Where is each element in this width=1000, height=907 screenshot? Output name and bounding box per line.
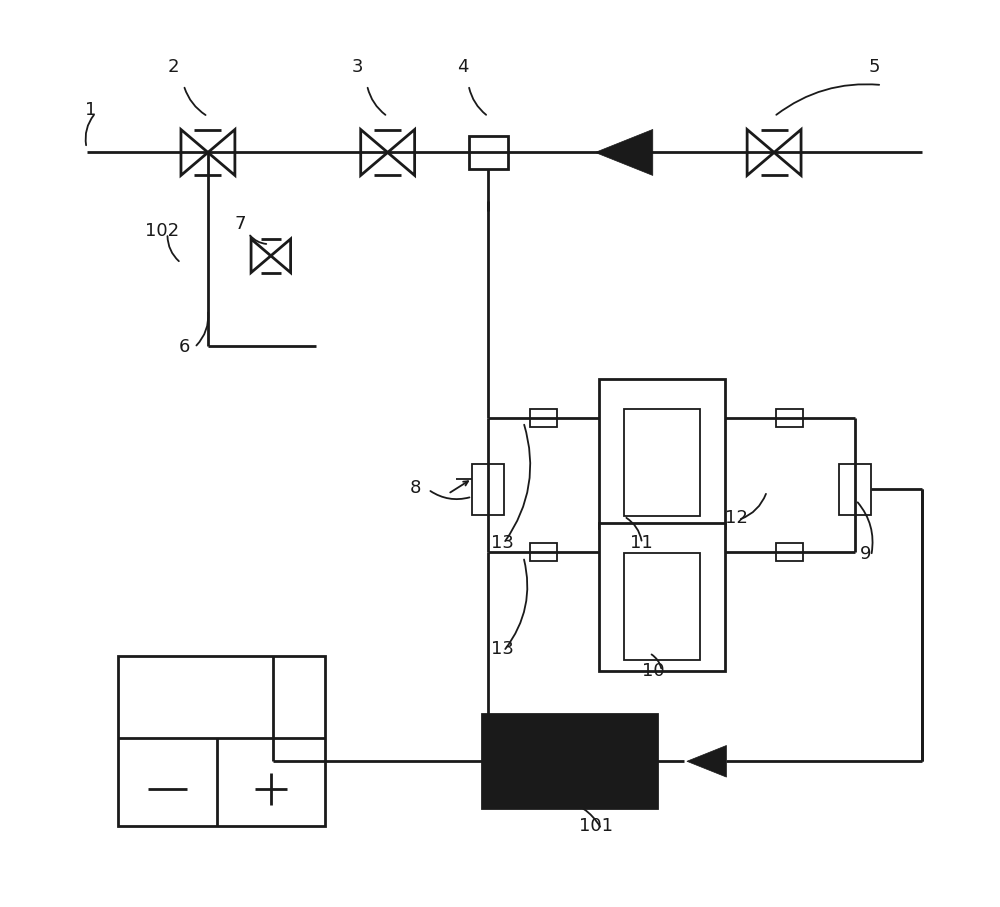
Text: 3: 3	[352, 58, 363, 76]
Text: 7: 7	[235, 215, 246, 233]
Polygon shape	[595, 130, 653, 175]
Text: 1: 1	[85, 102, 96, 119]
Polygon shape	[271, 239, 291, 273]
Bar	[624, 552, 700, 659]
Bar	[776, 408, 803, 426]
Text: 11: 11	[630, 534, 653, 552]
Polygon shape	[747, 130, 774, 175]
Bar	[624, 409, 700, 516]
Text: 102: 102	[145, 221, 179, 239]
Text: 10: 10	[642, 662, 665, 680]
Polygon shape	[774, 130, 801, 175]
Text: 6: 6	[179, 338, 191, 356]
Polygon shape	[388, 130, 415, 175]
Text: 12: 12	[725, 509, 748, 527]
Text: 5: 5	[868, 58, 880, 76]
Text: 9: 9	[859, 545, 871, 563]
Bar	[599, 523, 725, 671]
Bar	[839, 464, 871, 514]
Polygon shape	[181, 130, 208, 175]
Bar	[472, 464, 504, 514]
Bar	[530, 408, 557, 426]
Polygon shape	[361, 130, 388, 175]
Bar	[469, 136, 508, 169]
Text: 101: 101	[579, 817, 613, 835]
Bar	[482, 714, 657, 808]
Text: 4: 4	[457, 58, 468, 76]
Polygon shape	[251, 239, 271, 273]
Bar	[530, 543, 557, 561]
Bar	[599, 379, 725, 528]
Text: 13: 13	[491, 640, 514, 658]
Text: 13: 13	[491, 534, 514, 552]
Text: 8: 8	[410, 479, 422, 497]
Text: 2: 2	[167, 58, 179, 76]
Bar	[776, 543, 803, 561]
Bar	[118, 656, 325, 826]
Polygon shape	[208, 130, 235, 175]
Polygon shape	[687, 746, 726, 777]
